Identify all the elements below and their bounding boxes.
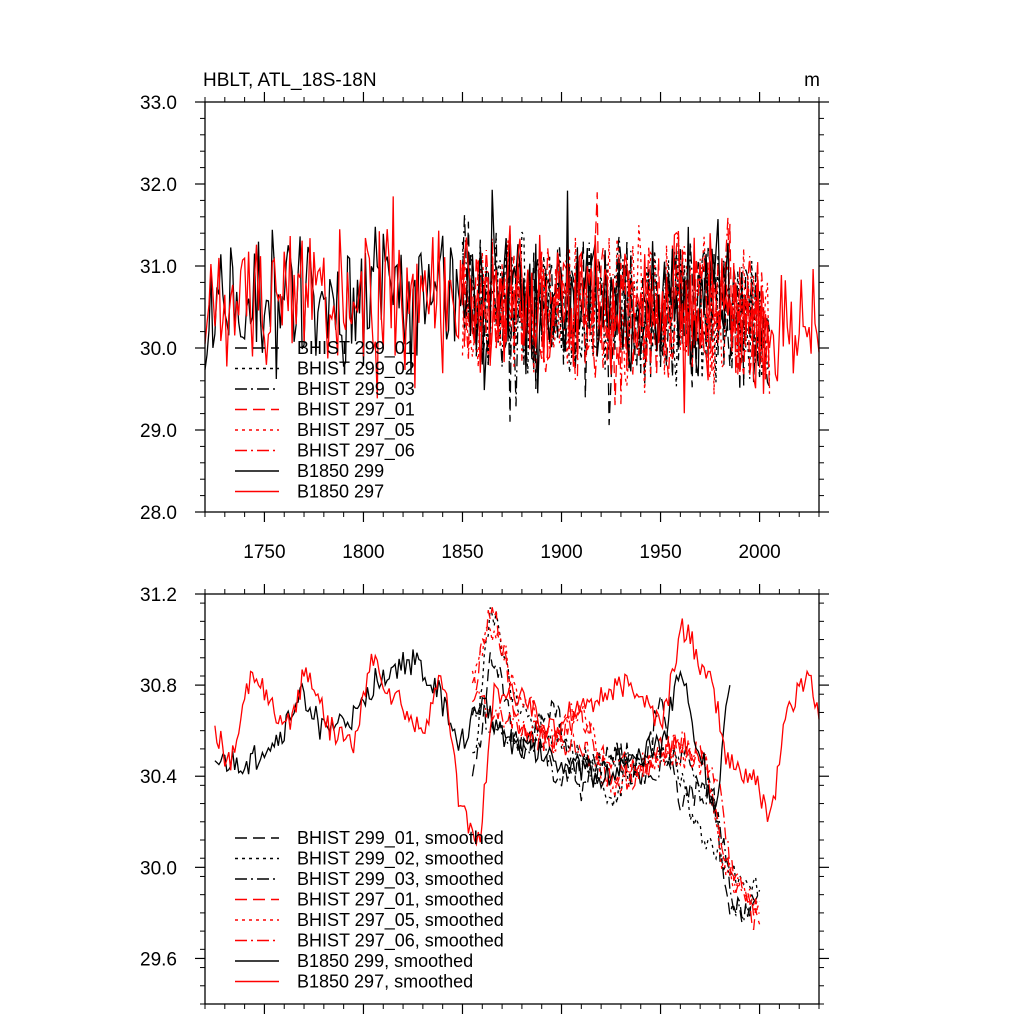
top-legend-label: BHIST 297_05 — [297, 420, 415, 441]
top-y-tick-label: 31.0 — [140, 257, 177, 278]
top-series-line — [461, 192, 771, 406]
top-y-tick-label: 29.0 — [140, 421, 177, 442]
top-x-tick-label: 1800 — [342, 542, 384, 563]
top-legend-label: BHIST 297_06 — [297, 441, 415, 462]
top-series-line — [461, 225, 771, 395]
top-series-line — [461, 217, 771, 405]
bottom-y-tick-label: 30.8 — [140, 676, 177, 697]
top-legend-label: B1850 297 — [297, 482, 384, 502]
top-series-line — [204, 196, 820, 414]
bottom-series-line — [471, 687, 760, 916]
bottom-legend-label: BHIST 297_06, smoothed — [297, 931, 504, 952]
bottom-series-line — [214, 618, 820, 847]
top-chart-panel: HBLT, ATL_18S-18N m 1750 1800 1850 1900 1950… — [140, 70, 829, 563]
bottom-y-tick-label: 29.6 — [140, 949, 177, 970]
top-plot-frame — [204, 101, 820, 513]
chart-title: HBLT, ATL_18S-18N — [203, 70, 377, 91]
top-y-tick-label: 28.0 — [140, 503, 177, 524]
top-y-tick-label: 33.0 — [140, 93, 177, 114]
top-legend-label: BHIST 299_01 — [297, 338, 415, 359]
bottom-y-tick-label: 30.4 — [140, 767, 177, 788]
bottom-series-line — [471, 623, 761, 910]
bottom-chart-panel: 29.6 30.0 30.4 30.8 31.2 BHIST 299_01, smoot… — [140, 584, 829, 1014]
units-label: m — [804, 70, 820, 91]
top-legend-label: B1850 299 — [297, 461, 384, 481]
top-series-line — [204, 189, 731, 394]
bottom-legend-label: B1850 299, smoothed — [297, 951, 473, 971]
bottom-legend-label: BHIST 299_03, smoothed — [297, 869, 504, 890]
bottom-plot-frame — [204, 593, 820, 1005]
bottom-series-line — [471, 607, 761, 931]
top-x-tick-label: 1900 — [540, 542, 582, 563]
bottom-series-line — [471, 702, 760, 923]
top-x-tick-label: 1750 — [243, 542, 285, 563]
top-legend-label: BHIST 299_03 — [297, 379, 415, 400]
bottom-legend-label: BHIST 297_05, smoothed — [297, 910, 504, 931]
bottom-legend-label: BHIST 297_01, smoothed — [297, 890, 504, 911]
top-x-tick-label: 1950 — [639, 542, 681, 563]
top-y-tick-label: 32.0 — [140, 175, 177, 196]
bottom-legend-label: B1850 297, smoothed — [297, 972, 473, 992]
bottom-axes: 29.6 30.0 30.4 30.8 31.2 — [140, 584, 829, 1014]
bottom-legend-label: BHIST 299_02, smoothed — [297, 849, 504, 870]
top-legend-label: BHIST 299_02 — [297, 359, 415, 380]
bottom-y-tick-label: 30.0 — [140, 858, 177, 879]
top-x-tick-label: 1850 — [441, 542, 483, 563]
top-series-group — [204, 189, 820, 426]
top-y-tick-label: 30.0 — [140, 339, 177, 360]
top-axes: 1750 1800 1850 1900 1950 2000 28.0 29.0 30.0 31.0… — [140, 92, 829, 563]
bottom-series-group — [214, 607, 820, 931]
bottom-legend-label: BHIST 299_01, smoothed — [297, 828, 504, 849]
top-legend-label: BHIST 297_01 — [297, 400, 415, 421]
bottom-y-tick-label: 31.2 — [140, 585, 177, 606]
top-x-tick-label: 2000 — [738, 542, 780, 563]
